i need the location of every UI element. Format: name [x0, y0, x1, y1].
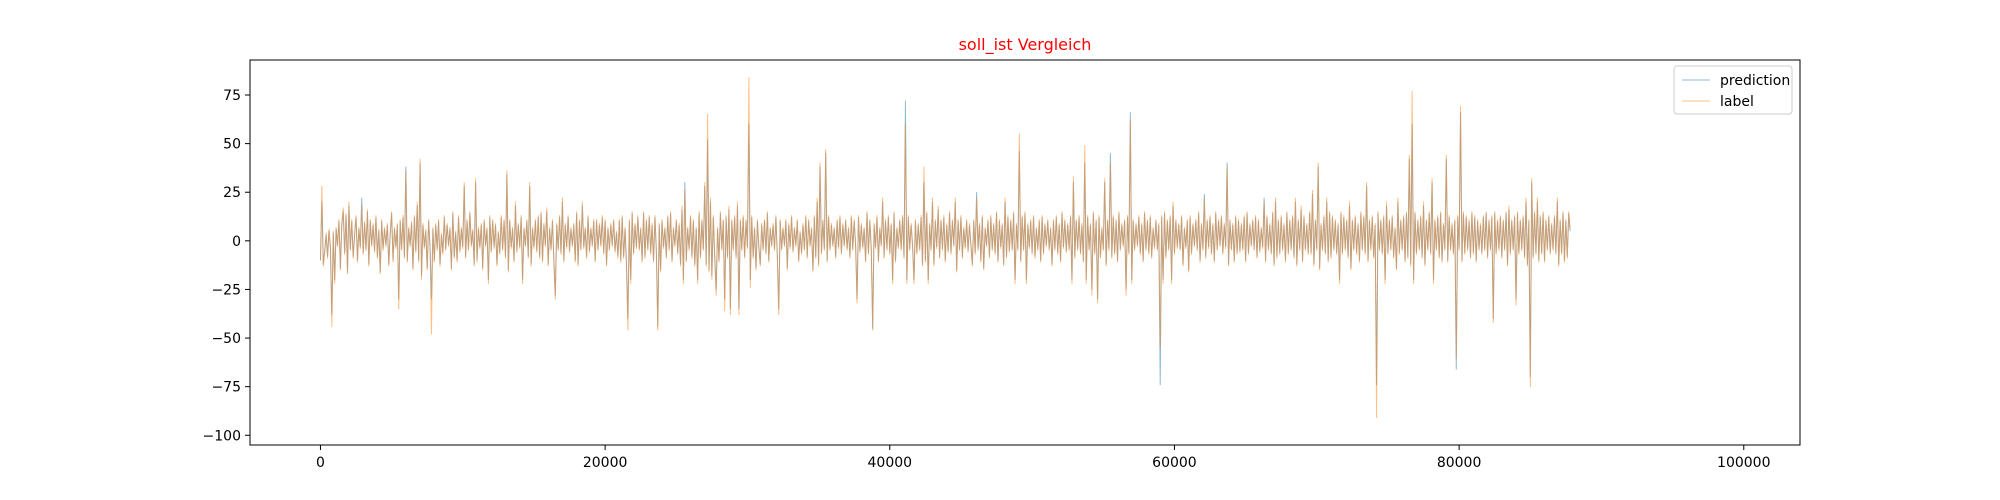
x-tick-label: 20000: [583, 455, 628, 471]
x-axis: 0 20000 40000 60000 80000 100000: [316, 445, 1771, 471]
legend: prediction label: [1673, 65, 1793, 115]
series-line-label: [319, 77, 1571, 419]
x-tick-label: 60000: [1152, 455, 1197, 471]
x-tick-label: 100000: [1717, 455, 1770, 471]
plot-frame: [249, 59, 1801, 446]
y-tick-label: 75: [223, 88, 241, 104]
y-tick-label: 25: [223, 185, 241, 201]
y-tick-label: 0: [232, 234, 241, 250]
y-tick-label: −50: [211, 331, 241, 347]
plot-area: [319, 77, 1571, 419]
x-tick-label: 0: [316, 455, 325, 471]
legend-label-label: label: [1720, 94, 1754, 110]
y-tick-label: 50: [223, 137, 241, 153]
y-tick-label: −25: [211, 282, 241, 298]
y-tick-label: −75: [211, 380, 241, 396]
legend-label-prediction: prediction: [1720, 73, 1790, 89]
x-tick-label: 80000: [1437, 455, 1482, 471]
y-axis: −100 −75 −50 −25 0 25 50 75: [203, 88, 250, 444]
y-tick-label: −100: [203, 428, 241, 444]
chart-title: soll_ist Vergleich: [959, 35, 1092, 55]
x-tick-label: 40000: [868, 455, 913, 471]
legend-box: [1673, 65, 1793, 115]
